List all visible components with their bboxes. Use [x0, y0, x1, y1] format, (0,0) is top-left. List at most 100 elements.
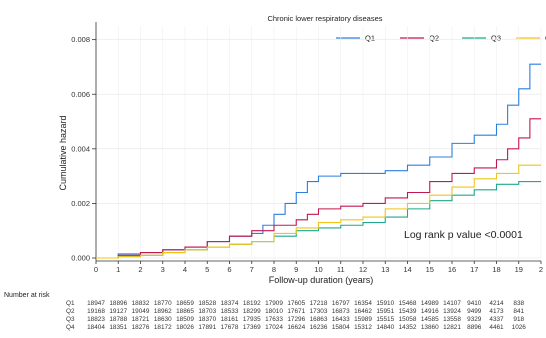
x-tick-label: 17 — [470, 265, 478, 274]
series-line-q2 — [96, 118, 541, 259]
risk-cell: 18404 — [87, 324, 105, 331]
x-tick-label: 16 — [448, 265, 456, 274]
risk-cell: 9410 — [467, 300, 482, 307]
risk-cell: 18533 — [221, 308, 239, 315]
x-tick-label: 15 — [426, 265, 434, 274]
risk-cell: 17891 — [198, 324, 216, 331]
x-tick-label: 7 — [250, 265, 254, 274]
risk-cell: 12821 — [443, 324, 461, 331]
x-tick-label: 0 — [94, 265, 98, 274]
risk-cell: 15312 — [354, 324, 372, 331]
risk-cell: 18351 — [109, 324, 127, 331]
risk-cell: 15515 — [376, 316, 394, 323]
x-tick-label: 13 — [381, 265, 389, 274]
risk-cell: 17303 — [310, 308, 328, 315]
risk-cell: 18947 — [87, 300, 105, 307]
risk-cell: 15439 — [399, 308, 417, 315]
risk-cell: 17909 — [265, 300, 283, 307]
risk-cell: 17678 — [221, 324, 239, 331]
risk-cell: 918 — [513, 316, 524, 323]
risk-cell: 18896 — [109, 300, 127, 307]
risk-cell: 16433 — [332, 316, 350, 323]
risk-cell: 18276 — [132, 324, 150, 331]
series-line-q4 — [96, 164, 541, 259]
risk-cell: 4173 — [489, 308, 504, 315]
risk-cell: 15804 — [332, 324, 350, 331]
risk-cell: 14585 — [421, 316, 439, 323]
x-tick-label: 18 — [492, 265, 500, 274]
risk-cell: 18788 — [109, 316, 127, 323]
risk-cell: 18630 — [154, 316, 172, 323]
risk-cell: 19127 — [109, 308, 127, 315]
risk-cell: 15910 — [376, 300, 394, 307]
risk-row-label-q1: Q1 — [66, 300, 75, 307]
x-tick-label: 8 — [272, 265, 276, 274]
risk-cell: 17024 — [265, 324, 283, 331]
x-tick-label: 2 — [539, 265, 543, 274]
x-tick-label: 12 — [359, 265, 367, 274]
risk-cell: 16797 — [332, 300, 350, 307]
risk-cell: 17605 — [287, 300, 305, 307]
risk-cell: 18172 — [154, 324, 172, 331]
risk-cell: 16873 — [332, 308, 350, 315]
risk-cell: 18026 — [176, 324, 194, 331]
risk-cell: 18370 — [198, 316, 216, 323]
legend-label-q1: Q1 — [365, 34, 375, 43]
risk-cell: 14916 — [421, 308, 439, 315]
y-tick-label: 0.004 — [71, 144, 90, 153]
risk-cell: 1026 — [512, 324, 527, 331]
risk-cell: 16236 — [310, 324, 328, 331]
risk-cell: 18659 — [176, 300, 194, 307]
risk-cell: 14989 — [421, 300, 439, 307]
risk-cell: 15951 — [376, 308, 394, 315]
risk-cell: 13860 — [421, 324, 439, 331]
risk-cell: 17296 — [287, 316, 305, 323]
x-tick-label: 1 — [116, 265, 120, 274]
risk-cell: 13558 — [443, 316, 461, 323]
risk-cell: 18192 — [243, 300, 261, 307]
risk-cell: 18962 — [154, 308, 172, 315]
x-tick-label: 3 — [161, 265, 165, 274]
risk-cell: 15058 — [399, 316, 417, 323]
risk-table: Number at risk Q1 18947 18896 18832 18770 186… — [4, 292, 526, 331]
risk-cell: 18528 — [198, 300, 216, 307]
risk-cell: 19049 — [132, 308, 150, 315]
series-group — [96, 63, 541, 259]
risk-cell: 17671 — [287, 308, 305, 315]
x-tick-label: 19 — [515, 265, 523, 274]
risk-cell: 17935 — [243, 316, 261, 323]
risk-cell: 18770 — [154, 300, 172, 307]
risk-cell: 18721 — [132, 316, 150, 323]
risk-cell: 16354 — [354, 300, 372, 307]
risk-row-label-q2: Q2 — [66, 308, 75, 315]
risk-cell: 16624 — [287, 324, 305, 331]
risk-cell: 19168 — [87, 308, 105, 315]
risk-cell: 18703 — [198, 308, 216, 315]
risk-table-title: Number at risk — [4, 292, 50, 299]
x-tick-label: 11 — [337, 265, 345, 274]
risk-cell: 18509 — [176, 316, 194, 323]
y-axis-title: Cumulative hazard — [58, 115, 68, 190]
risk-cell: 13924 — [443, 308, 461, 315]
risk-cell: 18823 — [87, 316, 105, 323]
risk-cell: 18865 — [176, 308, 194, 315]
y-tick-label: 0.002 — [71, 199, 90, 208]
legend-label-q3: Q3 — [491, 34, 501, 43]
risk-cell: 15989 — [354, 316, 372, 323]
risk-row-label-q4: Q4 — [66, 324, 75, 331]
x-axis-title: Follow-up duration (years) — [269, 275, 374, 285]
risk-cell: 4214 — [489, 300, 504, 307]
x-tick-label: 4 — [183, 265, 187, 274]
x-tick-label: 14 — [403, 265, 411, 274]
x-tick-label: 5 — [205, 265, 209, 274]
risk-cell: 4461 — [489, 324, 504, 331]
risk-cell: 8896 — [467, 324, 482, 331]
risk-row-label-q3: Q3 — [66, 316, 75, 323]
x-tick-label: 2 — [138, 265, 142, 274]
risk-cell: 17633 — [265, 316, 283, 323]
y-tick-label: 0.006 — [71, 90, 90, 99]
x-tick-label: 6 — [227, 265, 231, 274]
